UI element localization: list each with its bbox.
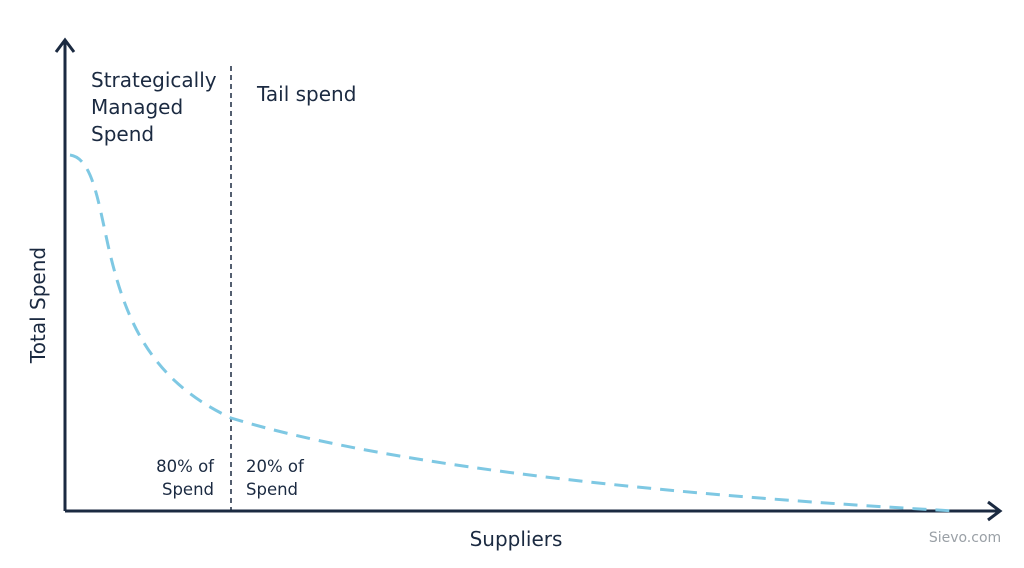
region-share: Spend [162,480,214,499]
y-axis-arrow [54,37,76,53]
spend-curve [69,153,956,513]
y-axis-label: Total Spend [26,247,50,364]
region-share: Spend [246,480,298,499]
region-title: Strategically [91,68,217,92]
region-share: 80% of [156,457,215,476]
region-title: Managed [91,95,183,119]
region-title: Spend [91,122,154,146]
x-axis-arrow [987,500,1003,522]
x-axis-label: Suppliers [470,527,563,551]
source: Sievo.com [929,530,1001,546]
region-share: 20% of [246,457,305,476]
region-title: Tail spend [256,82,356,106]
